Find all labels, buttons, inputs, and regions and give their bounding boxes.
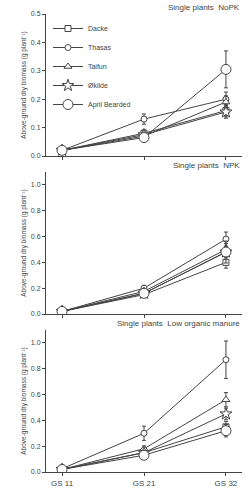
svg-text:1.0: 1.0 <box>31 339 41 346</box>
svg-text:0.0: 0.0 <box>31 468 41 475</box>
svg-text:0.8: 0.8 <box>31 207 41 214</box>
svg-text:0.4: 0.4 <box>31 417 41 424</box>
svg-text:GS 32: GS 32 <box>215 479 238 488</box>
svg-text:0.8: 0.8 <box>31 365 41 372</box>
svg-text:0.1: 0.1 <box>31 124 41 131</box>
svg-text:1.0: 1.0 <box>31 181 41 188</box>
svg-text:0.2: 0.2 <box>31 443 41 450</box>
svg-text:Taifun: Taifun <box>88 63 107 70</box>
svg-text:Økilde: Økilde <box>88 82 108 89</box>
svg-text:0.2: 0.2 <box>31 285 41 292</box>
svg-text:0.0: 0.0 <box>31 310 41 317</box>
svg-text:0.0: 0.0 <box>31 152 41 159</box>
svg-text:0.5: 0.5 <box>31 10 41 17</box>
svg-text:Thasas: Thasas <box>88 44 111 51</box>
svg-text:April Bearded: April Bearded <box>88 101 131 109</box>
svg-text:0.4: 0.4 <box>31 39 41 46</box>
svg-text:Dacke: Dacke <box>88 25 108 32</box>
svg-text:0.6: 0.6 <box>31 233 41 240</box>
svg-text:Single plants Low organic man: Single plants Low organic manure <box>117 319 240 328</box>
svg-text:GS 11: GS 11 <box>51 479 74 488</box>
svg-text:0.4: 0.4 <box>31 259 41 266</box>
svg-text:Above-ground dry biomass (g pl: Above-ground dry biomass (g plant⁻¹) <box>20 189 28 296</box>
svg-text:Above-ground dry biomass (g pl: Above-ground dry biomass (g plant⁻¹) <box>20 347 28 455</box>
svg-text:0.6: 0.6 <box>31 391 41 398</box>
svg-text:0.3: 0.3 <box>31 67 41 74</box>
svg-text:Single plants NPK: Single plants NPK <box>173 161 240 170</box>
svg-text:Above-ground dry biomass (g pl: Above-ground dry biomass (g plant⁻¹) <box>20 31 28 138</box>
svg-text:GS 21: GS 21 <box>133 479 156 488</box>
svg-text:Single plants NoPK: Single plants NoPK <box>168 3 240 12</box>
svg-text:0.2: 0.2 <box>31 96 41 103</box>
